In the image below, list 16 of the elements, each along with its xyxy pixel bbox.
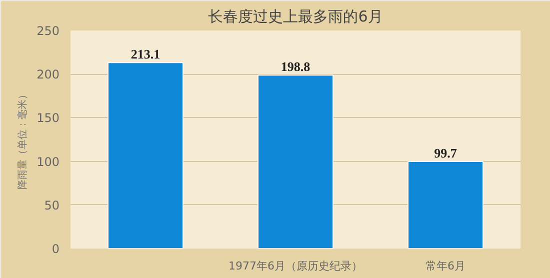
bar	[258, 74, 334, 248]
y-tick-label: 100	[36, 154, 60, 169]
data-label: 99.7	[434, 146, 458, 161]
data-label: 213.1	[130, 46, 160, 62]
data-label: 198.8	[280, 59, 311, 74]
bar	[408, 161, 484, 248]
y-tick-label: 200	[36, 68, 60, 82]
y-tick-label: 150	[36, 111, 60, 126]
y-tick-label: 0	[52, 242, 60, 256]
y-tick-label: 50	[44, 198, 60, 212]
y-axis-title: 降雨量（单位：毫米）	[16, 90, 29, 190]
x-tick-label: 1977年6月（原历史纪录）	[228, 260, 363, 272]
x-tick-label: 常年6月	[426, 260, 466, 272]
bar	[108, 62, 184, 248]
chart-title: 长春度过史上最多雨的6月	[208, 8, 383, 26]
y-tick-label: 250	[36, 24, 60, 38]
